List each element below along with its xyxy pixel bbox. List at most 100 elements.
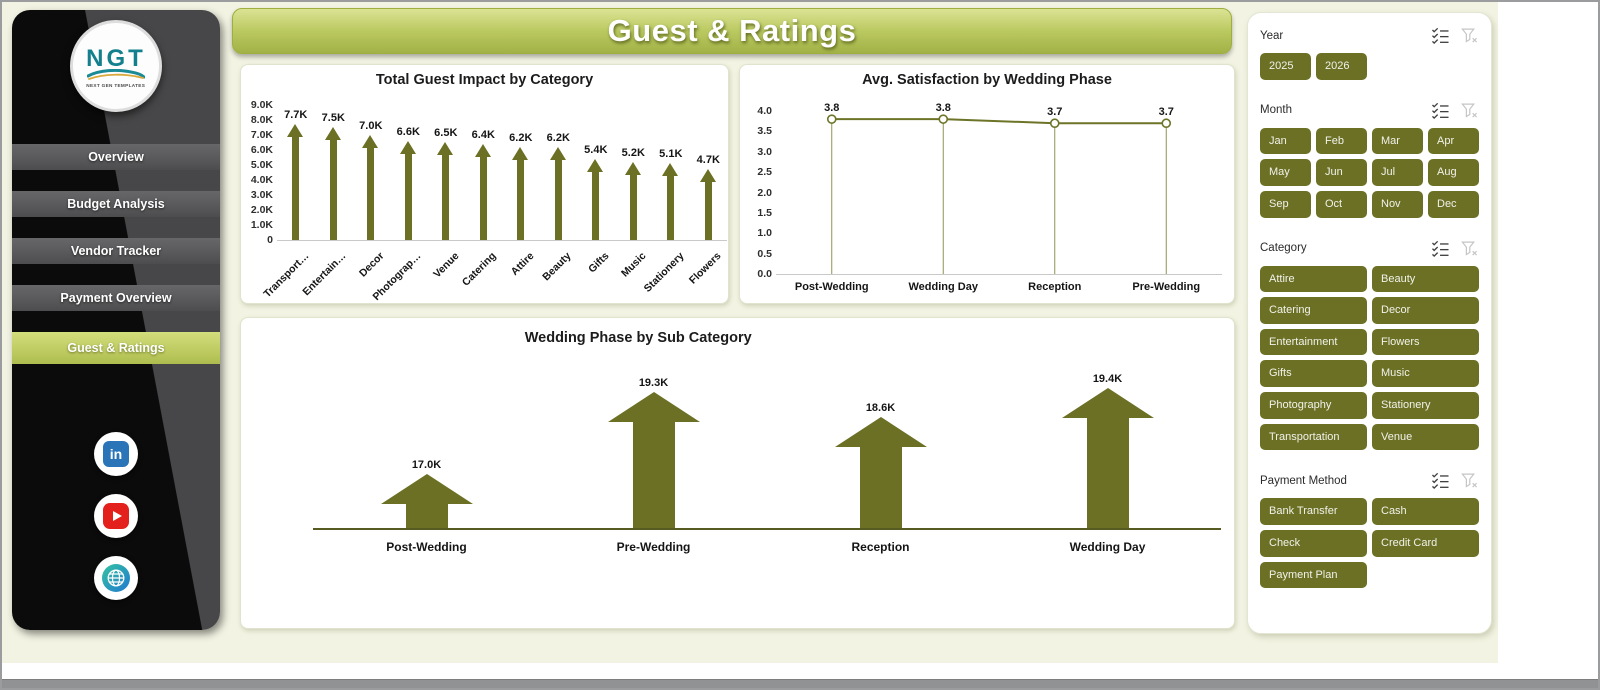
chart-card-total-guest-impact: Total Guest Impact by Category 7.7K 7.5K 7… (240, 64, 729, 304)
slicer-item-check[interactable]: Check (1260, 530, 1367, 557)
bar-arrow-venue[interactable] (437, 142, 454, 240)
line-chart-svg (826, 114, 1172, 274)
sidebar-item-budget-analysis[interactable]: Budget Analysis (12, 191, 220, 217)
x-axis-label-post-wedding: Post-Wedding (794, 281, 869, 293)
slicer-item-gifts[interactable]: Gifts (1260, 360, 1367, 388)
bar-arrow-catering[interactable] (474, 144, 492, 240)
data-point-wedding-day[interactable] (938, 114, 949, 124)
y-axis-tick: 0 (267, 234, 273, 246)
arrow-bar-plot: 7.7K 7.5K 7.0K 6.6K 6.5K 6.4K 6.2K 6.2K 5.4K 5.2K… (277, 105, 727, 241)
clear-filter-icon[interactable] (1460, 240, 1479, 257)
slicer-item-2026[interactable]: 2026 (1316, 53, 1367, 80)
slicer-section-year: Year 2025 2026 (1260, 27, 1479, 80)
slicer-item-dec[interactable]: Dec (1428, 190, 1479, 218)
slicer-item-beauty[interactable]: Beauty (1372, 265, 1479, 293)
data-point-reception[interactable] (1049, 118, 1060, 129)
data-label: 4.7K (696, 154, 720, 166)
sidebar-item-vendor-tracker[interactable]: Vendor Tracker (12, 238, 220, 264)
bar-arrow-post-wedding[interactable] (380, 474, 473, 528)
bar-arrow-stationery[interactable] (662, 163, 679, 240)
y-axis-tick: 1.0K (250, 219, 273, 231)
select-all-icon[interactable] (1431, 472, 1450, 490)
data-label: 3.7 (1047, 106, 1063, 119)
data-label: 6.4K (471, 129, 495, 141)
slicer-item-entertainment[interactable]: Entertainment (1260, 328, 1367, 356)
slicer-item-nov[interactable]: Nov (1372, 190, 1423, 218)
chart-title: Total Guest Impact by Category (375, 72, 594, 88)
x-axis-label-gifts: Gifts (585, 250, 612, 276)
bar-arrow-attire[interactable] (512, 147, 529, 240)
bar-arrow-music[interactable] (624, 162, 642, 240)
clear-filter-icon[interactable] (1460, 472, 1479, 489)
select-all-icon[interactable] (1431, 240, 1450, 257)
slicer-payment-label: Payment Method (1260, 474, 1347, 487)
slicer-item-cash[interactable]: Cash (1372, 498, 1479, 526)
slicer-section-month: Month Jan Feb Mar Apr May Jun Jul Aug Sep Oct Nov De… (1260, 102, 1479, 218)
bar-arrow-wedding-day[interactable] (1061, 388, 1154, 528)
x-axis-label-pre-wedding: Pre-Wedding (1132, 281, 1201, 293)
slicer-item-jun[interactable]: Jun (1316, 159, 1367, 186)
slicer-item-attire[interactable]: Attire (1260, 265, 1367, 293)
sidebar-item-payment-overview[interactable]: Payment Overview (12, 285, 220, 311)
bar-arrow-reception[interactable] (834, 417, 927, 528)
slicer-item-payment-plan[interactable]: Payment Plan (1260, 561, 1367, 589)
x-axis-label-venue: Venue (430, 250, 462, 281)
bar-arrow-transport[interactable] (287, 124, 304, 240)
slicer-item-flowers[interactable]: Flowers (1372, 328, 1479, 356)
slicer-section-category: Category Attire Beauty Catering Decor Enterta… (1260, 240, 1479, 451)
x-axis-label-flowers: Flowers (687, 250, 724, 287)
x-axis-label-beauty: Beauty (540, 250, 574, 284)
clear-filter-icon[interactable] (1460, 27, 1479, 44)
slicer-item-apr[interactable]: Apr (1428, 127, 1479, 155)
slicer-item-feb[interactable]: Feb (1316, 127, 1367, 155)
bar-arrow-gifts[interactable] (587, 159, 604, 240)
x-axis-label-reception: Reception (1028, 281, 1082, 293)
data-point-pre-wedding[interactable] (1161, 118, 1172, 129)
bar-arrow-beauty[interactable] (549, 147, 567, 240)
chart-card-wedding-phase: Wedding Phase by Sub Category 17.0K 19.3K… (240, 317, 1235, 629)
bar-arrow-decor[interactable] (362, 135, 379, 240)
select-all-icon[interactable] (1431, 102, 1450, 119)
play-icon (112, 511, 122, 521)
slicer-item-music[interactable]: Music (1372, 360, 1479, 388)
slicer-item-bank-transfer[interactable]: Bank Transfer (1260, 498, 1367, 526)
sidebar-nav: Overview Budget Analysis Vendor Tracker Pay… (12, 144, 220, 385)
slicer-item-venue[interactable]: Venue (1372, 423, 1479, 451)
linkedin-icon[interactable]: in (94, 432, 138, 476)
clear-filter-icon[interactable] (1460, 102, 1479, 119)
website-globe-icon[interactable] (94, 556, 138, 600)
slicer-item-may[interactable]: May (1260, 159, 1311, 186)
y-axis-tick: 8.0K (250, 114, 273, 126)
logo-swoosh-icon (87, 69, 145, 80)
slicer-item-catering[interactable]: Catering (1260, 297, 1367, 324)
slicer-item-photography[interactable]: Photography (1260, 392, 1367, 419)
slicer-item-2025[interactable]: 2025 (1260, 53, 1311, 80)
slicer-item-stationery[interactable]: Stationery (1372, 392, 1479, 419)
bar-arrow-entertain[interactable] (324, 127, 342, 240)
slicer-item-jul[interactable]: Jul (1372, 159, 1423, 186)
bar-arrow-pre-wedding[interactable] (607, 392, 700, 528)
data-label: 6.2K (509, 132, 533, 144)
slicer-item-mar[interactable]: Mar (1372, 127, 1423, 155)
data-label: 3.8 (824, 102, 840, 115)
slicer-item-credit-card[interactable]: Credit Card (1372, 530, 1479, 557)
sidebar-item-overview[interactable]: Overview (12, 144, 220, 170)
slicer-item-jan[interactable]: Jan (1260, 127, 1311, 155)
slicer-item-transportation[interactable]: Transportation (1260, 423, 1367, 451)
youtube-icon[interactable] (94, 494, 138, 538)
select-all-icon[interactable] (1431, 27, 1450, 44)
y-axis-tick: 2.0 (757, 186, 772, 199)
bar-arrow-flowers[interactable] (699, 169, 717, 240)
sidebar-item-guest-ratings[interactable]: Guest & Ratings (12, 332, 220, 364)
chart-title: Avg. Satisfaction by Wedding Phase (862, 72, 1112, 88)
x-axis-labels: Transport… Entertain… Decor Photograp… Venue… (261, 246, 727, 303)
slicer-item-aug[interactable]: Aug (1428, 159, 1479, 186)
slicer-item-decor[interactable]: Decor (1372, 297, 1479, 324)
data-point-post-wedding[interactable] (826, 114, 837, 124)
slicer-category-label: Category (1260, 242, 1307, 255)
bar-arrow-photograp[interactable] (399, 141, 417, 240)
x-axis-label-decor: Decor (356, 250, 387, 280)
slicer-item-sep[interactable]: Sep (1260, 190, 1311, 218)
slicer-item-oct[interactable]: Oct (1316, 190, 1367, 218)
